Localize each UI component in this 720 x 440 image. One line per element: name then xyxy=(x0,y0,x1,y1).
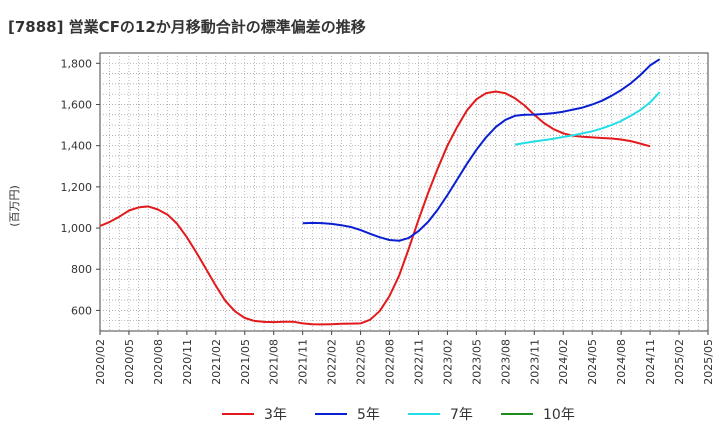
x-tick-label: 2021/02 xyxy=(210,339,223,385)
legend-label: 3年 xyxy=(264,407,287,423)
x-tick-label: 2023/05 xyxy=(470,339,483,385)
plot-area xyxy=(99,52,709,332)
x-tick-label: 2022/08 xyxy=(384,339,397,385)
chart-title: [7888] 営業CFの12か月移動合計の標準偏差の推移 xyxy=(8,18,366,36)
x-tick-label: 2021/05 xyxy=(239,339,252,385)
y-tick-label: 1,600 xyxy=(61,98,93,111)
x-tick-label: 2024/11 xyxy=(644,339,657,385)
x-tick-label: 2020/05 xyxy=(123,339,136,385)
series-line-2 xyxy=(302,58,661,242)
x-tick-label: 2024/08 xyxy=(615,339,628,385)
x-tick-label: 2024/05 xyxy=(586,339,599,385)
y-tick-label: 1,400 xyxy=(61,140,93,153)
y-tick-label: 1,200 xyxy=(61,181,93,194)
series-line-1 xyxy=(99,90,651,326)
y-tick-label: 600 xyxy=(71,304,92,317)
x-tick-label: 2020/11 xyxy=(181,339,194,385)
y-axis: 600 800 1,000 1,200 1,400 1,600 1,800 xyxy=(61,57,100,317)
x-tick-label: 2022/02 xyxy=(326,339,339,385)
x-axis: 2020/02 2020/05 2020/08 2020/11 2021/02 2021/… xyxy=(94,331,715,385)
x-tick-label: 2020/02 xyxy=(94,339,107,385)
legend: 3年 5年 7年 10年 xyxy=(222,407,575,423)
legend-label: 5年 xyxy=(357,407,380,423)
legend-label: 10年 xyxy=(543,407,575,423)
legend-label: 7年 xyxy=(450,407,473,423)
y-tick-label: 800 xyxy=(71,263,92,276)
x-tick-label: 2022/05 xyxy=(355,339,368,385)
series-lines xyxy=(99,58,661,326)
x-tick-label: 2025/05 xyxy=(702,339,715,385)
x-tick-label: 2023/08 xyxy=(499,339,512,385)
x-tick-label: 2022/11 xyxy=(412,339,425,385)
x-tick-label: 2023/02 xyxy=(441,339,454,385)
x-tick-label: 2024/02 xyxy=(557,339,570,385)
x-tick-label: 2025/02 xyxy=(673,339,686,385)
y-tick-label: 1,800 xyxy=(61,57,93,70)
y-axis-label: (百万円) xyxy=(8,185,21,227)
x-tick-label: 2021/11 xyxy=(297,339,310,385)
grid xyxy=(100,53,708,331)
x-tick-label: 2023/11 xyxy=(528,339,541,385)
x-tick-label: 2021/08 xyxy=(268,339,281,385)
series-line-3 xyxy=(514,91,661,146)
x-tick-label: 2020/08 xyxy=(152,339,165,385)
y-tick-label: 1,000 xyxy=(61,222,93,235)
